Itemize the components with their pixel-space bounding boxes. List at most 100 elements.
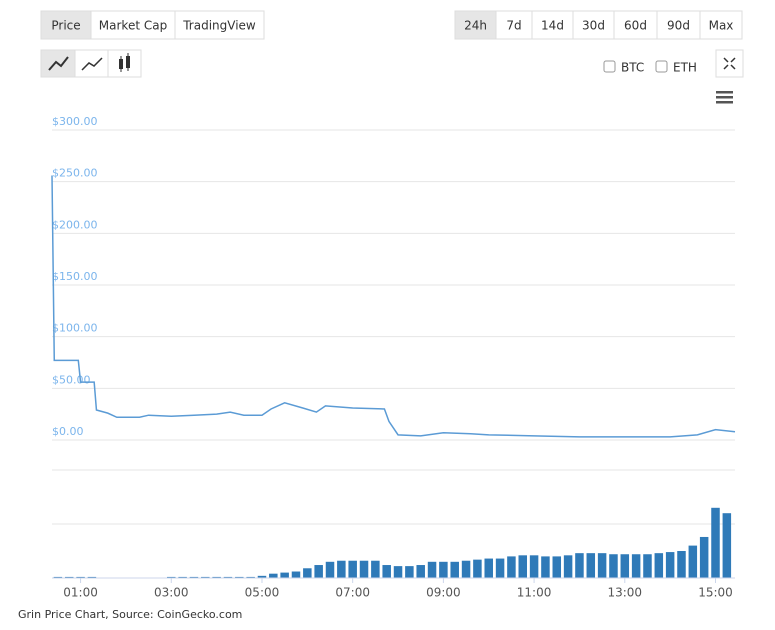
- volume-bar: [189, 576, 199, 578]
- volume-bar: [699, 536, 709, 578]
- volume-bar: [235, 576, 244, 578]
- compare-label: BTC: [621, 61, 644, 75]
- x-tick-label: 13:00: [607, 586, 642, 600]
- x-tick-label: 07:00: [335, 586, 370, 600]
- y-tick-label: $0.00: [52, 425, 84, 438]
- volume-bar: [609, 554, 618, 578]
- tab-label: Price: [51, 19, 80, 33]
- volume-bar: [314, 565, 323, 578]
- area-icon: [81, 57, 103, 71]
- volume-bar: [507, 556, 516, 578]
- volume-bar: [325, 561, 335, 578]
- volume-bar: [427, 561, 437, 578]
- volume-bar: [53, 576, 63, 578]
- volume-bar: [473, 559, 482, 578]
- line-icon: [48, 56, 69, 71]
- volume-bar: [280, 572, 289, 578]
- volume-bar: [223, 576, 233, 578]
- tab-button[interactable]: [174, 10, 265, 40]
- volume-bar: [257, 575, 267, 578]
- volume-bar: [597, 553, 607, 578]
- volume-bar: [665, 552, 675, 578]
- range-button[interactable]: [531, 10, 574, 40]
- y-tick-label: $150.00: [52, 270, 98, 283]
- volume-bar: [269, 573, 278, 578]
- x-tick-label: 03:00: [154, 586, 189, 600]
- volume-bar: [484, 558, 493, 578]
- volume-bar: [337, 560, 346, 578]
- volume-bar: [178, 576, 187, 578]
- volume-bar: [393, 566, 403, 578]
- area-icon-button[interactable]: [74, 49, 109, 78]
- volume-bar: [64, 576, 74, 578]
- range-button[interactable]: [454, 10, 497, 40]
- expand-icon: [723, 57, 736, 70]
- volume-bar: [529, 555, 539, 578]
- range-button[interactable]: [656, 10, 701, 40]
- volume-bar: [348, 560, 357, 578]
- volume-bar: [450, 561, 459, 578]
- volume-bar: [303, 568, 312, 578]
- compare-label: ETH: [673, 61, 697, 75]
- expand-box: [715, 49, 744, 78]
- compare-checkbox[interactable]: [603, 60, 616, 73]
- volume-bar: [461, 560, 471, 578]
- y-tick-label: $100.00: [52, 322, 98, 335]
- volume-bar: [711, 507, 720, 578]
- volume-bar: [405, 566, 414, 578]
- range-label: 14d: [541, 19, 564, 33]
- x-tick-label: 01:00: [63, 586, 98, 600]
- expand-button[interactable]: [715, 49, 744, 78]
- volume-bar: [631, 554, 641, 578]
- volume-bar: [167, 576, 176, 578]
- range-button[interactable]: [613, 10, 658, 40]
- volume-bar: [87, 576, 97, 578]
- range-label: 24h: [464, 19, 487, 33]
- range-label: 90d: [667, 19, 690, 33]
- volume-bar: [371, 560, 380, 578]
- range-label: 60d: [624, 19, 647, 33]
- candle-icon-button[interactable]: [107, 49, 142, 78]
- volume-bar: [212, 576, 221, 578]
- volume-bar: [563, 555, 573, 578]
- tab-label: TradingView: [182, 19, 256, 33]
- volume-bar: [722, 513, 732, 578]
- volume-bar: [291, 571, 301, 578]
- x-tick-label: 15:00: [698, 586, 733, 600]
- volume-bar: [201, 576, 210, 578]
- volume-bar: [439, 561, 448, 578]
- y-tick-label: $300.00: [52, 115, 98, 128]
- volume-bar: [76, 576, 85, 578]
- compare-checkbox[interactable]: [655, 60, 668, 73]
- tab-label: Market Cap: [99, 19, 167, 33]
- volume-bar: [677, 551, 686, 578]
- volume-bar: [688, 545, 698, 578]
- volume-bar: [586, 553, 596, 578]
- price-line: [51, 175, 736, 438]
- y-tick-label: $250.00: [52, 167, 98, 180]
- range-button[interactable]: [572, 10, 615, 40]
- volume-bar: [416, 565, 425, 578]
- x-tick-label: 11:00: [517, 586, 552, 600]
- volume-bar: [359, 560, 369, 578]
- range-button[interactable]: [699, 10, 743, 40]
- y-tick-label: $50.00: [52, 373, 91, 386]
- menu-bar: [716, 96, 733, 99]
- volume-bar: [552, 556, 562, 578]
- volume-bar: [643, 554, 652, 578]
- menu-bar: [716, 101, 733, 104]
- volume-bar: [246, 576, 255, 578]
- x-tick-label: 09:00: [426, 586, 461, 600]
- volume-bar: [620, 554, 630, 578]
- menu-bar: [716, 91, 733, 94]
- x-tick-label: 05:00: [245, 586, 280, 600]
- range-label: 30d: [582, 19, 605, 33]
- volume-bar: [382, 565, 391, 578]
- volume-bar: [518, 555, 528, 578]
- caption: Grin Price Chart, Source: CoinGecko.com: [18, 608, 242, 621]
- chart-type-group: [40, 49, 142, 78]
- range-button[interactable]: [495, 10, 533, 40]
- volume-bar: [495, 558, 505, 578]
- menu-button[interactable]: [716, 91, 733, 104]
